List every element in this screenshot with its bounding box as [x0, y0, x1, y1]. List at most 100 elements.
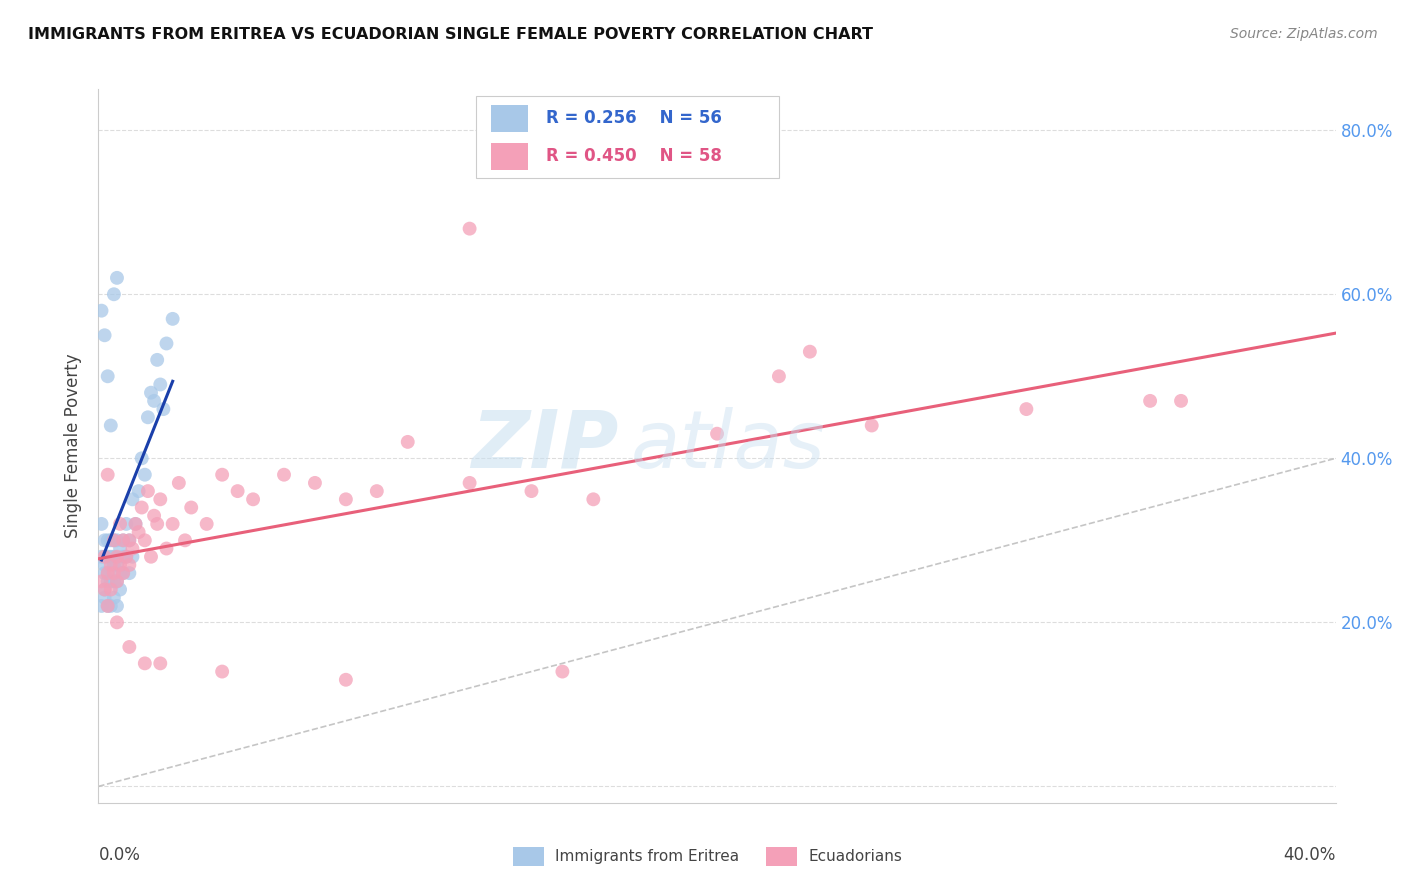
Point — [366, 484, 388, 499]
Point — [93, 558, 115, 572]
FancyBboxPatch shape — [475, 96, 779, 178]
Point — [103, 558, 125, 572]
Point — [155, 541, 177, 556]
Point — [152, 402, 174, 417]
Point — [105, 574, 128, 589]
Point — [93, 533, 115, 548]
Point — [108, 566, 131, 581]
Point — [304, 475, 326, 490]
Point — [124, 516, 146, 531]
Point — [100, 599, 122, 613]
Point — [103, 533, 125, 548]
Point — [100, 558, 122, 572]
Point — [103, 574, 125, 589]
Point — [180, 500, 202, 515]
Point — [108, 516, 131, 531]
Point — [118, 533, 141, 548]
Point — [105, 599, 128, 613]
Point — [146, 352, 169, 367]
Point — [143, 508, 166, 523]
Point — [128, 484, 150, 499]
Point — [458, 475, 481, 490]
Point — [520, 484, 543, 499]
Point — [112, 566, 135, 581]
Point — [174, 533, 197, 548]
Point — [97, 533, 120, 548]
Point — [97, 549, 120, 564]
Point — [97, 566, 120, 581]
Point — [118, 640, 141, 654]
Text: ZIP: ZIP — [471, 407, 619, 485]
Point — [100, 549, 122, 564]
Point — [1015, 402, 1038, 417]
Point — [211, 665, 233, 679]
Text: 0.0%: 0.0% — [98, 846, 141, 863]
Point — [108, 582, 131, 597]
Point — [134, 533, 156, 548]
Text: 40.0%: 40.0% — [1284, 846, 1336, 863]
Point — [131, 451, 153, 466]
Text: Immigrants from Eritrea: Immigrants from Eritrea — [555, 849, 740, 863]
Point — [1170, 393, 1192, 408]
Point — [97, 574, 120, 589]
Point — [112, 533, 135, 548]
Text: atlas: atlas — [630, 407, 825, 485]
Point — [128, 525, 150, 540]
Point — [93, 582, 115, 597]
Point — [108, 541, 131, 556]
Point — [97, 369, 120, 384]
Point — [97, 599, 120, 613]
Point — [149, 492, 172, 507]
Point — [136, 484, 159, 499]
Point — [458, 221, 481, 235]
Point — [93, 591, 115, 605]
Point — [115, 516, 138, 531]
Point — [551, 665, 574, 679]
Point — [103, 533, 125, 548]
Point — [162, 516, 184, 531]
Point — [143, 393, 166, 408]
Point — [860, 418, 883, 433]
Point — [115, 549, 138, 564]
Point — [105, 558, 128, 572]
Point — [149, 657, 172, 671]
Text: Source: ZipAtlas.com: Source: ZipAtlas.com — [1230, 27, 1378, 41]
Point — [100, 582, 122, 597]
Point — [134, 657, 156, 671]
Point — [90, 599, 112, 613]
Point — [335, 673, 357, 687]
Point — [335, 492, 357, 507]
Point — [124, 516, 146, 531]
Point — [162, 311, 184, 326]
Point — [121, 492, 143, 507]
Point — [100, 418, 122, 433]
Point — [112, 549, 135, 564]
Text: R = 0.450    N = 58: R = 0.450 N = 58 — [547, 147, 723, 165]
Bar — [513, 847, 544, 866]
Point — [90, 303, 112, 318]
Point — [131, 500, 153, 515]
Point — [149, 377, 172, 392]
Point — [90, 549, 112, 564]
Point — [706, 426, 728, 441]
Bar — [766, 847, 797, 866]
Point — [118, 558, 141, 572]
Text: Ecuadorians: Ecuadorians — [808, 849, 903, 863]
Y-axis label: Single Female Poverty: Single Female Poverty — [65, 354, 83, 538]
Point — [97, 467, 120, 482]
Text: R = 0.256    N = 56: R = 0.256 N = 56 — [547, 110, 723, 128]
Point — [93, 566, 115, 581]
Point — [136, 410, 159, 425]
Point — [121, 549, 143, 564]
Point — [103, 591, 125, 605]
Point — [134, 467, 156, 482]
Point — [799, 344, 821, 359]
Point — [115, 549, 138, 564]
Point — [100, 533, 122, 548]
Point — [90, 574, 112, 589]
Point — [100, 574, 122, 589]
Point — [139, 385, 162, 400]
FancyBboxPatch shape — [491, 105, 527, 132]
Point — [105, 574, 128, 589]
Point — [97, 599, 120, 613]
